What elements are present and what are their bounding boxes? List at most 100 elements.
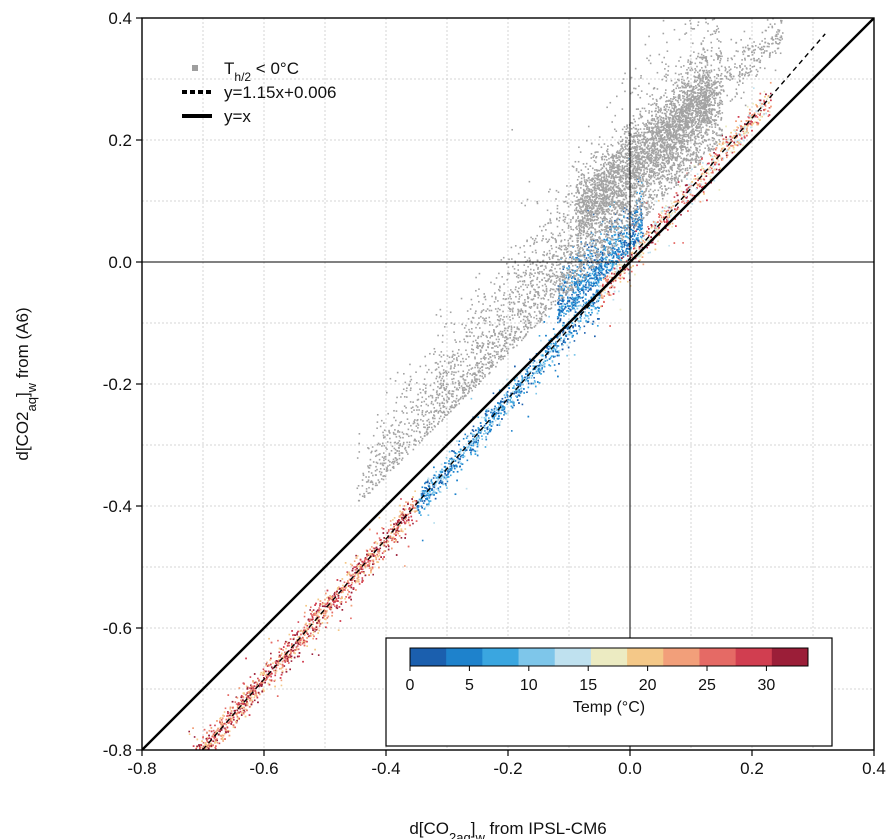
scatter-point (272, 662, 274, 664)
scatter-point (568, 331, 571, 333)
scatter-point (399, 524, 401, 527)
scatter-point (472, 430, 475, 433)
scatter-point (324, 598, 326, 601)
scatter-point (281, 666, 284, 669)
scatter-point (506, 401, 509, 403)
scatter-point (234, 701, 237, 703)
scatter-point (281, 671, 284, 674)
scatter-point (450, 460, 453, 463)
scatter-point (255, 695, 258, 697)
scatter-point (711, 170, 714, 172)
scatter-point (668, 216, 671, 218)
scatter-point (472, 435, 474, 438)
scatter-point (598, 307, 600, 309)
scatter-point (338, 587, 341, 590)
scatter-point (435, 470, 438, 473)
scatter-point (400, 521, 402, 523)
scatter-point (281, 652, 283, 655)
scatter-point (410, 503, 412, 506)
scatter-point (352, 588, 355, 590)
scatter-point (697, 179, 699, 182)
scatter-point (185, 770, 187, 772)
scatter-point (449, 465, 451, 468)
scatter-point (713, 155, 716, 157)
scatter-point (650, 224, 653, 226)
scatter-point (420, 490, 423, 493)
scatter-point (441, 480, 443, 482)
scatter-point (759, 99, 762, 102)
scatter-point (647, 239, 650, 242)
scatter-point (744, 132, 747, 135)
scatter-point (194, 774, 196, 776)
scatter-point (669, 207, 671, 210)
scatter-point (715, 161, 718, 164)
scatter-point (264, 681, 266, 684)
scatter-point (484, 446, 487, 448)
scatter-point (425, 498, 427, 500)
scatter-point (192, 727, 194, 729)
scatter-point (242, 702, 245, 704)
scatter-point (246, 696, 248, 699)
scatter-point (576, 301, 579, 304)
scatter-point (634, 273, 636, 276)
scatter-point (347, 585, 350, 587)
scatter-point (262, 668, 265, 671)
scatter-point (450, 468, 453, 470)
scatter-point (446, 480, 449, 483)
scatter-point (387, 548, 390, 551)
scatter-point (476, 454, 479, 457)
scatter-point (191, 765, 193, 767)
scatter-point (197, 765, 199, 767)
scatter-point (195, 766, 197, 768)
scatter-point (186, 766, 188, 768)
scatter-point (348, 578, 351, 581)
scatter-point (315, 611, 318, 614)
scatter-point (193, 758, 195, 760)
scatter-point (378, 558, 381, 561)
scatter-point (318, 609, 320, 611)
scatter-point (641, 246, 644, 249)
scatter-point (207, 744, 210, 747)
scatter-point (195, 758, 197, 760)
scatter-point (418, 498, 421, 501)
scatter-point (730, 138, 732, 141)
scatter-point (390, 536, 393, 539)
scatter-point (699, 184, 702, 186)
scatter-point (738, 139, 740, 142)
scatter-point (590, 305, 593, 307)
scatter-point (555, 343, 557, 346)
scatter-point (347, 572, 349, 575)
scatter-point (447, 471, 450, 474)
scatter-point (566, 344, 569, 347)
scatter-point (730, 145, 733, 147)
scatter-point (550, 355, 553, 358)
scatter-point (265, 678, 268, 680)
scatter-point (501, 418, 503, 420)
scatter-point (763, 109, 765, 111)
scatter-point (187, 769, 189, 771)
scatter-point (725, 141, 728, 143)
scatter-point (768, 107, 771, 109)
scatter-point (720, 149, 723, 152)
scatter-point (670, 202, 673, 205)
scatter-point (339, 620, 342, 622)
scatter-point (223, 723, 225, 725)
scatter-point (224, 727, 226, 730)
scatter-point (186, 768, 188, 770)
scatter-point (635, 248, 637, 250)
scatter-point (246, 702, 249, 705)
scatter-point (589, 303, 592, 305)
scatter-point (427, 514, 430, 517)
scatter-point (309, 606, 312, 609)
scatter-point (354, 566, 356, 569)
scatter-point (188, 762, 190, 764)
scatter-point (246, 694, 248, 697)
scatter-point (219, 730, 221, 733)
scatter-point (448, 468, 450, 471)
scatter-point (760, 106, 763, 109)
scatter-point (513, 404, 515, 407)
scatter-point (730, 150, 733, 153)
scatter-point (494, 413, 497, 416)
scatter-point (204, 758, 206, 760)
scatter-point (198, 759, 200, 761)
